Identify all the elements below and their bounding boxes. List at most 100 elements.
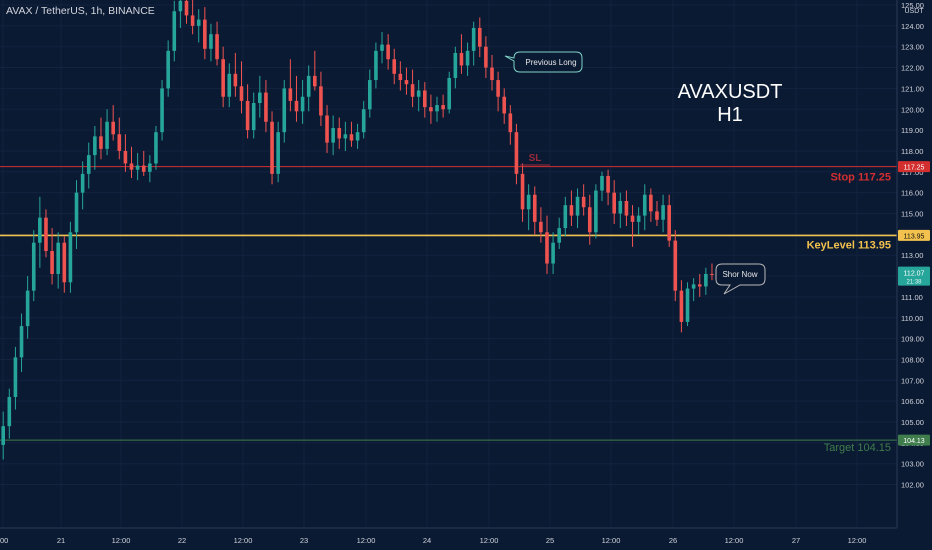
candle-body bbox=[477, 27, 482, 47]
time-tick-label: 26 bbox=[669, 536, 677, 545]
level-price-text: 113.95 bbox=[904, 233, 925, 240]
time-tick-label: 12:00 bbox=[480, 536, 499, 545]
candle-body bbox=[496, 80, 500, 97]
price-tick-label: 106.00 bbox=[901, 397, 924, 406]
candle-body bbox=[319, 86, 323, 116]
candle-body bbox=[575, 196, 580, 216]
candle-body bbox=[624, 200, 629, 216]
level-price-text: 104.13 bbox=[903, 438, 925, 445]
candle-body bbox=[178, 0, 183, 12]
candle-body bbox=[453, 52, 458, 78]
candle-body bbox=[160, 88, 164, 133]
candle-body bbox=[502, 96, 507, 114]
candle-body bbox=[117, 134, 122, 151]
candle-body bbox=[649, 194, 653, 212]
previous-long-label: Previous Long bbox=[525, 58, 576, 67]
candle-body bbox=[154, 132, 158, 164]
candle-body bbox=[490, 67, 494, 81]
time-tick-label: 21 bbox=[57, 536, 65, 545]
horizontal-levels: Stop 117.25 KeyLevel 113.95 Target 104.15 bbox=[0, 166, 897, 454]
candle-body bbox=[349, 134, 354, 141]
candle-body bbox=[50, 251, 54, 274]
candle-body bbox=[276, 132, 280, 174]
candle-body bbox=[245, 100, 250, 131]
candle-body bbox=[300, 96, 305, 112]
candle-body bbox=[233, 73, 238, 87]
price-tick-label: 120.00 bbox=[901, 105, 924, 114]
candle-body bbox=[325, 115, 329, 143]
price-axis[interactable]: USDT 125.00 124.00 123.00 122.00 121.00 120.0… bbox=[896, 0, 932, 528]
candle-body bbox=[374, 50, 378, 81]
price-tick-label: 102.00 bbox=[901, 481, 924, 490]
candle-body bbox=[221, 59, 225, 97]
time-tick-label: 00 bbox=[0, 536, 8, 545]
symbol-watermark: AVAXUSDT H1 bbox=[678, 81, 783, 126]
time-axis[interactable]: 00 21 12:00 22 12:00 23 12:00 24 12:00 25 12:00 26 1… bbox=[0, 527, 932, 550]
price-tick-label: 121.00 bbox=[901, 84, 924, 93]
candle-body bbox=[129, 163, 134, 170]
candle-body bbox=[514, 132, 519, 174]
candle-body bbox=[532, 194, 537, 222]
candle-body bbox=[545, 232, 549, 264]
watermark-timeframe: H1 bbox=[717, 104, 743, 126]
current-price-badge bbox=[898, 266, 930, 286]
candle-body bbox=[190, 15, 195, 26]
time-tick-label: 12:00 bbox=[602, 536, 621, 545]
candle-body bbox=[343, 134, 348, 139]
candle-body bbox=[380, 44, 384, 51]
time-tick-label: 12:00 bbox=[357, 536, 376, 545]
candle-body bbox=[691, 284, 696, 289]
time-axis-background bbox=[0, 528, 932, 550]
current-price-text: 112.07 bbox=[904, 271, 925, 278]
candle-body bbox=[31, 242, 36, 291]
candle-body bbox=[68, 232, 73, 283]
candle-body bbox=[93, 136, 97, 156]
candle-body bbox=[203, 19, 207, 49]
previous-long-callout bbox=[504, 51, 583, 73]
level-label: Stop 117.25 bbox=[830, 172, 891, 184]
level-price-text: 117.25 bbox=[904, 165, 925, 172]
level-label: Target 104.15 bbox=[824, 442, 891, 454]
candle-body bbox=[38, 217, 42, 243]
price-tick-label: 103.00 bbox=[901, 460, 924, 469]
candle-body bbox=[13, 357, 18, 397]
price-tick-label: 123.00 bbox=[901, 43, 924, 52]
watermark-symbol: AVAXUSDT bbox=[678, 81, 783, 103]
candle-body bbox=[618, 200, 623, 214]
candle-body bbox=[264, 92, 268, 122]
candle-body bbox=[612, 192, 616, 214]
candle-body bbox=[148, 163, 152, 172]
candle-body bbox=[655, 211, 659, 220]
candle-body bbox=[404, 80, 409, 85]
candle-body bbox=[306, 75, 311, 97]
time-tick-label: 12:00 bbox=[725, 536, 744, 545]
candle-body bbox=[135, 165, 140, 170]
candle-body bbox=[25, 290, 30, 327]
candle-body bbox=[526, 194, 531, 210]
candle-body bbox=[484, 46, 488, 68]
candle-body bbox=[251, 102, 256, 131]
price-tick-label: 107.00 bbox=[901, 376, 924, 385]
price-tick-label: 113.00 bbox=[901, 251, 923, 260]
level-price-badge bbox=[898, 161, 930, 173]
candle-body bbox=[606, 175, 610, 193]
candle-body bbox=[697, 284, 702, 287]
level-price-badge bbox=[898, 229, 930, 241]
price-tick-label: 118.00 bbox=[901, 147, 923, 156]
candle-body bbox=[563, 205, 568, 229]
stop-loss-marker: SL bbox=[529, 153, 542, 164]
candle-body bbox=[166, 50, 170, 89]
level-label: KeyLevel 113.95 bbox=[807, 239, 891, 251]
candle-body bbox=[239, 86, 244, 101]
candle-body bbox=[361, 109, 366, 133]
candle-body bbox=[594, 190, 598, 233]
short-now-label: Shor Now bbox=[722, 270, 757, 279]
candle-body bbox=[141, 165, 146, 172]
countdown-text: 21:38 bbox=[906, 280, 922, 286]
candle-body bbox=[270, 121, 274, 174]
candle-body bbox=[508, 113, 513, 133]
price-tick-label: 124.00 bbox=[901, 22, 924, 31]
candle-body bbox=[386, 44, 390, 60]
chart-annotations: Previous Long Shor Now SL bbox=[504, 51, 766, 295]
